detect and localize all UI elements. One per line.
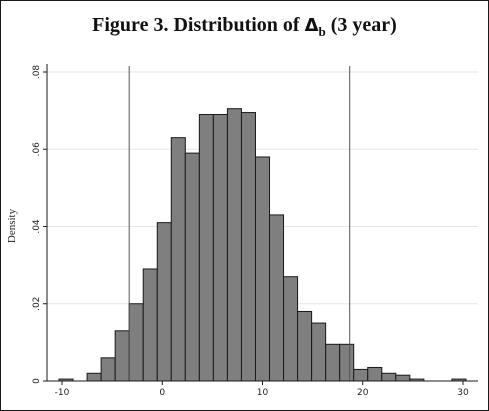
title-delta-symbol: Δ bbox=[304, 15, 319, 36]
x-tick-label: 20 bbox=[357, 388, 369, 398]
x-tick-label: 0 bbox=[159, 388, 165, 398]
histogram-bar-3 bbox=[114, 330, 130, 382]
histogram-bar-15 bbox=[283, 276, 299, 382]
histogram-bar-23 bbox=[395, 374, 411, 382]
histogram-bar-7 bbox=[170, 137, 186, 382]
histogram-bar-11 bbox=[226, 108, 242, 382]
histogram-bar-6 bbox=[156, 222, 172, 382]
axes: 0 .02 .04 .06 .08 -10 0 10 20 30 bbox=[32, 64, 478, 398]
histogram-bar-1 bbox=[86, 372, 102, 382]
reference-lines bbox=[128, 66, 351, 381]
histogram-bar-4 bbox=[128, 303, 144, 382]
histogram-bar-16 bbox=[297, 310, 313, 382]
histogram-bar-22 bbox=[381, 372, 397, 382]
histogram-bar-8 bbox=[184, 152, 200, 382]
y-tick-label: .04 bbox=[32, 219, 42, 234]
y-tick-label: .06 bbox=[32, 142, 42, 157]
histogram-bar-12 bbox=[240, 112, 256, 382]
y-tick-label: 0 bbox=[32, 378, 42, 384]
title-prefix: Figure 3. Distribution of bbox=[92, 14, 305, 36]
x-tick-label: 30 bbox=[457, 388, 469, 398]
histogram-bar-17 bbox=[311, 322, 327, 382]
y-tick-label: .08 bbox=[32, 65, 42, 80]
histogram-bar-13 bbox=[254, 156, 271, 382]
histogram-bar-18 bbox=[325, 343, 341, 382]
y-axis-label: Density bbox=[6, 208, 18, 243]
histogram-bar-21 bbox=[367, 366, 383, 382]
chart-title: Figure 3. Distribution of Δb (3 year) bbox=[0, 14, 489, 40]
histogram-bar-10 bbox=[212, 113, 228, 382]
histogram-bar-9 bbox=[198, 113, 214, 382]
histogram-bar-2 bbox=[100, 357, 116, 382]
histogram-bar-5 bbox=[142, 268, 158, 382]
y-tick-label: .02 bbox=[32, 297, 42, 311]
title-subscript: b bbox=[318, 24, 326, 39]
title-suffix: (3 year) bbox=[325, 14, 397, 36]
histogram-bar-20 bbox=[353, 368, 369, 382]
histogram-bar-19 bbox=[339, 343, 355, 382]
x-tick-label: 10 bbox=[257, 388, 269, 398]
histogram-bar-14 bbox=[269, 214, 285, 382]
x-tick-label: -10 bbox=[55, 388, 70, 398]
